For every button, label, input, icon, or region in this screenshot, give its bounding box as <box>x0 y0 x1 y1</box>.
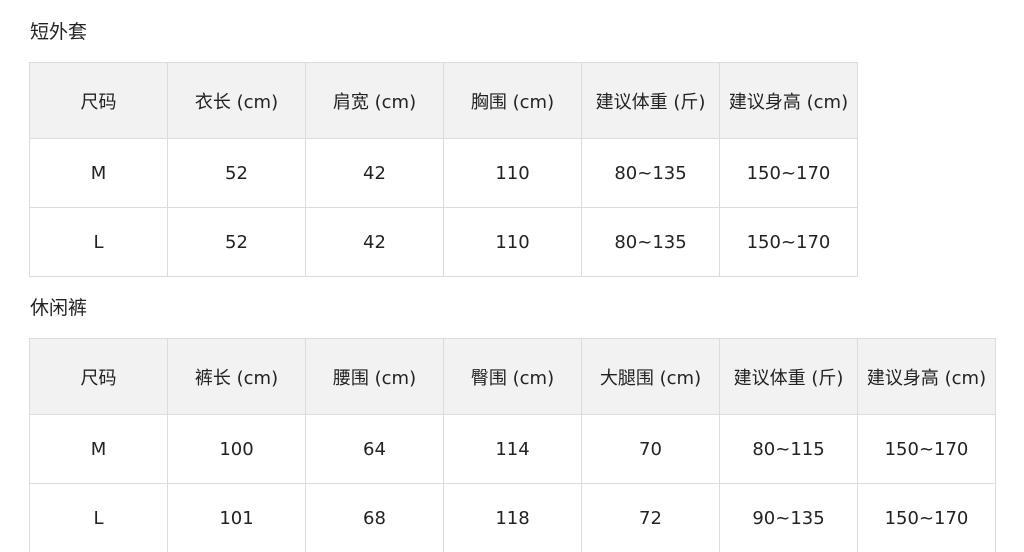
data-cell: 64 <box>305 414 444 484</box>
size-table: 尺码 衣长 (cm) 肩宽 (cm) 胸围 (cm) 建议体重 (斤) 建议身高 (cm)… <box>29 62 858 277</box>
header-row: 尺码 衣长 (cm) 肩宽 (cm) 胸围 (cm) 建议体重 (斤) 建议身高 (cm) <box>29 62 858 139</box>
header-cell: 腰围 (cm) <box>305 338 444 415</box>
header-cell: 衣长 (cm) <box>167 62 306 139</box>
data-cell: M <box>29 414 168 484</box>
data-row: L 52 42 110 80~135 150~170 <box>29 207 858 277</box>
header-cell: 裤长 (cm) <box>167 338 306 415</box>
data-cell: 110 <box>443 138 582 208</box>
data-cell: 72 <box>581 483 720 552</box>
data-cell: 68 <box>305 483 444 552</box>
data-cell: 150~170 <box>857 414 996 484</box>
data-cell: 150~170 <box>719 138 858 208</box>
data-cell: L <box>29 207 168 277</box>
data-cell: 80~135 <box>581 207 720 277</box>
data-row: M 52 42 110 80~135 150~170 <box>29 138 858 208</box>
data-cell: 100 <box>167 414 306 484</box>
data-cell: 114 <box>443 414 582 484</box>
header-cell: 建议体重 (斤) <box>581 62 720 139</box>
data-cell: 70 <box>581 414 720 484</box>
data-cell: 118 <box>443 483 582 552</box>
data-cell: 52 <box>167 138 306 208</box>
section: 短外套尺码 衣长 (cm) 肩宽 (cm) 胸围 (cm) 建议体重 (斤) 建议身高 (… <box>29 14 858 277</box>
header-cell: 臀围 (cm) <box>443 338 582 415</box>
data-row: L 101 68 118 72 90~135 150~170 <box>29 483 996 552</box>
section-title: 短外套 <box>30 21 88 43</box>
header-cell: 胸围 (cm) <box>443 62 582 139</box>
header-row: 尺码 裤长 (cm) 腰围 (cm) 臀围 (cm) 大腿围 (cm) 建议体重 (斤) 建… <box>29 338 996 415</box>
data-cell: 101 <box>167 483 306 552</box>
data-cell: 150~170 <box>719 207 858 277</box>
header-cell: 建议身高 (cm) <box>857 338 996 415</box>
header-cell: 肩宽 (cm) <box>305 62 444 139</box>
section-title: 休闲裤 <box>30 297 88 319</box>
data-row: M 100 64 114 70 80~115 150~170 <box>29 414 996 484</box>
data-cell: 90~135 <box>719 483 858 552</box>
section: 休闲裤尺码 裤长 (cm) 腰围 (cm) 臀围 (cm) 大腿围 (cm) 建议体重 (… <box>29 290 996 552</box>
data-cell: M <box>29 138 168 208</box>
header-cell: 建议身高 (cm) <box>719 62 858 139</box>
header-cell: 建议体重 (斤) <box>719 338 858 415</box>
data-cell: 52 <box>167 207 306 277</box>
header-cell: 尺码 <box>29 338 168 415</box>
data-cell: 110 <box>443 207 582 277</box>
header-cell: 大腿围 (cm) <box>581 338 720 415</box>
data-cell: 150~170 <box>857 483 996 552</box>
data-cell: L <box>29 483 168 552</box>
header-cell: 尺码 <box>29 62 168 139</box>
data-cell: 42 <box>305 138 444 208</box>
data-cell: 80~135 <box>581 138 720 208</box>
data-cell: 42 <box>305 207 444 277</box>
size-table: 尺码 裤长 (cm) 腰围 (cm) 臀围 (cm) 大腿围 (cm) 建议体重 (斤) 建… <box>29 338 996 552</box>
data-cell: 80~115 <box>719 414 858 484</box>
